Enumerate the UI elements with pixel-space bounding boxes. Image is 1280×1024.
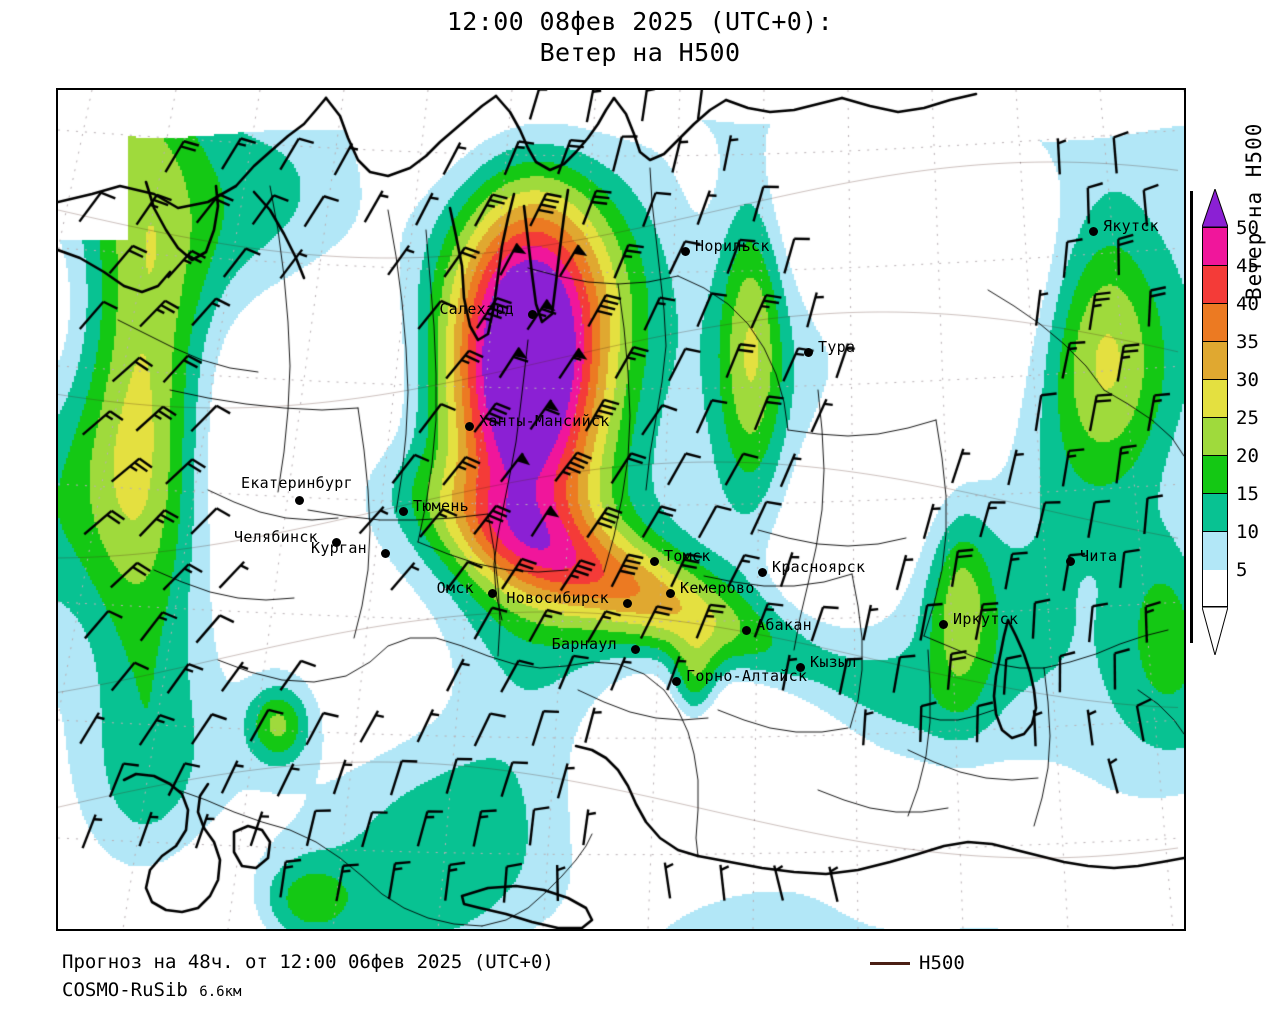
city-name-label: Томск	[664, 547, 711, 565]
city-dot-icon	[623, 599, 632, 608]
colorbar-axis-line	[1190, 191, 1193, 643]
title-line-valid-time: 12:00 08фев 2025 (UTC+0):	[446, 7, 834, 36]
city-name-label: Барнаул	[551, 635, 617, 653]
city-dot-icon	[528, 310, 537, 319]
city-name-label: Челябинск	[234, 528, 318, 546]
weather-map-frame[interactable]: Норильск Тура Якутск Салехард Ханты-Мансийск…	[56, 88, 1186, 931]
city-dot-icon	[672, 677, 681, 686]
colorbar-tick-label: 5	[1236, 559, 1248, 581]
colorbar-tick-label: 40	[1236, 293, 1259, 315]
colorbar-segment	[1203, 494, 1227, 532]
colorbar-tick-label: 20	[1236, 445, 1259, 467]
model-resolution: 6.6км	[199, 984, 242, 1000]
city-name-label: Курган	[311, 539, 367, 557]
city-name-label: Якутск	[1103, 217, 1159, 235]
colorbar-segment	[1203, 380, 1227, 418]
colorbar-segment	[1203, 456, 1227, 494]
footer-model-line: COSMO-RuSib 6.6км	[62, 976, 1242, 1006]
city-name-label: Тюмень	[413, 497, 469, 515]
colorbar-tick-label: 25	[1236, 407, 1259, 429]
city-dot-icon	[631, 645, 640, 654]
colorbar-tick-label: 15	[1236, 483, 1259, 505]
colorbar-tick-label: 10	[1236, 521, 1259, 543]
city-name-label: Красноярск	[772, 558, 866, 576]
colorbar-under-arrow	[1202, 607, 1228, 655]
legend-h500: H500	[870, 952, 965, 974]
city-dot-icon	[666, 589, 675, 598]
h500-line-swatch	[870, 961, 910, 965]
city-dot-icon	[1066, 557, 1075, 566]
city-dot-icon	[1089, 227, 1098, 236]
city-dot-icon	[399, 507, 408, 516]
footer-block: Прогноз на 48ч. от 12:00 06фев 2025 (UTC…	[62, 948, 1242, 1006]
h500-legend-label: H500	[919, 952, 965, 974]
city-dot-icon	[758, 568, 767, 577]
city-dot-icon	[796, 663, 805, 672]
city-name-label: Норильск	[695, 237, 770, 255]
colorbar-tick-label: 50	[1236, 217, 1259, 239]
city-dot-icon	[804, 348, 813, 357]
colorbar-over-arrow	[1202, 189, 1228, 227]
city-dot-icon	[332, 538, 341, 547]
city-dot-icon	[650, 557, 659, 566]
city-dot-icon	[465, 422, 474, 431]
city-name-label: Кемерово	[680, 579, 755, 597]
city-name-label: Новосибирск	[506, 589, 609, 607]
colorbar-segment	[1203, 266, 1227, 304]
city-dot-icon	[939, 620, 948, 629]
colorbar-tick-label: 30	[1236, 369, 1259, 391]
colorbar-segment	[1203, 418, 1227, 456]
chart-title-block: 12:00 08фев 2025 (UTC+0): Ветер на H500	[0, 6, 1280, 68]
city-dot-icon	[742, 626, 751, 635]
colorbar-segment	[1203, 342, 1227, 380]
city-dot-icon	[681, 247, 690, 256]
colorbar-title: Ветер на H500	[1242, 122, 1266, 300]
colorbar: 50 45 40 35 30 25 20 15 10 5	[1190, 189, 1259, 655]
colorbar-segment	[1203, 304, 1227, 342]
city-dot-icon	[381, 549, 390, 558]
colorbar-tick-label: 45	[1236, 255, 1259, 277]
city-dot-icon	[295, 496, 304, 505]
wind-field-map[interactable]	[58, 90, 1184, 929]
city-dot-icon	[488, 589, 497, 598]
title-line-variable: Ветер на H500	[539, 38, 741, 67]
city-name-label: Екатеринбург	[241, 474, 353, 492]
city-name-label: Абакан	[756, 616, 812, 634]
colorbar-segment	[1203, 532, 1227, 570]
city-name-label: Омск	[436, 579, 474, 597]
city-name-label: Иркутск	[953, 610, 1019, 628]
city-name-label: Тура	[818, 338, 856, 356]
city-name-label: Салехард	[439, 300, 514, 318]
colorbar-segments	[1202, 227, 1228, 607]
model-name: COSMO-RuSib	[62, 979, 188, 1001]
city-name-label: Чита	[1080, 547, 1118, 565]
colorbar-tick-label: 35	[1236, 331, 1259, 353]
city-name-label: Горно-Алтайск	[686, 667, 808, 685]
colorbar-segment	[1203, 228, 1227, 266]
footer-forecast-line: Прогноз на 48ч. от 12:00 06фев 2025 (UTC…	[62, 951, 554, 973]
city-name-label: Ханты-Мансийск	[479, 412, 610, 430]
city-name-label: Кызыл	[810, 653, 857, 671]
